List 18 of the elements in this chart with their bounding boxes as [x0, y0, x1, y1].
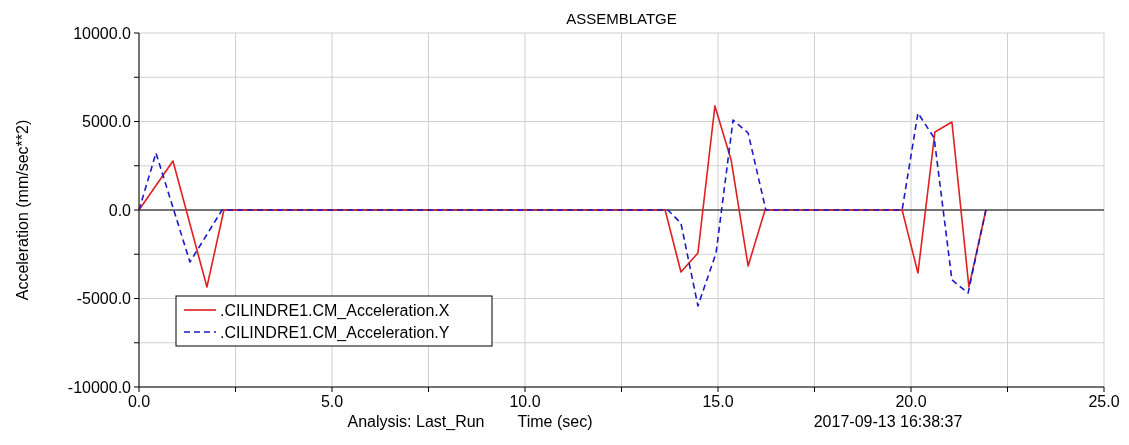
- x-axis-title: Time (sec): [517, 413, 593, 430]
- x-tick-label: 5.0: [320, 393, 344, 410]
- legend-label: .CILINDRE1.CM_Acceleration.Y: [220, 323, 450, 342]
- x-tick-label: 10.0: [509, 393, 541, 410]
- chart-title: ASSEMBLATGE: [566, 10, 677, 27]
- text: 2017-09-13 16:38:37: [813, 413, 963, 430]
- y-tick-label: 5000.0: [82, 113, 132, 131]
- x-tick-label: 15.0: [702, 393, 734, 410]
- y-axis-title: Acceleration (mm/sec**2): [14, 119, 31, 301]
- x-tick-label: 25.0: [1088, 393, 1120, 410]
- x-tick-label: 20.0: [895, 393, 927, 410]
- legend-label: .CILINDRE1.CM_Acceleration.X: [220, 301, 450, 320]
- y-tick-label: 0.0: [108, 201, 132, 219]
- y-tick-label: 10000.0: [73, 24, 132, 42]
- text: Analysis: Last_Run: [347, 413, 485, 431]
- y-tick-label: -10000.0: [67, 378, 132, 396]
- x-tick-label: 0.0: [127, 393, 151, 410]
- y-tick-label: -5000.0: [76, 290, 132, 308]
